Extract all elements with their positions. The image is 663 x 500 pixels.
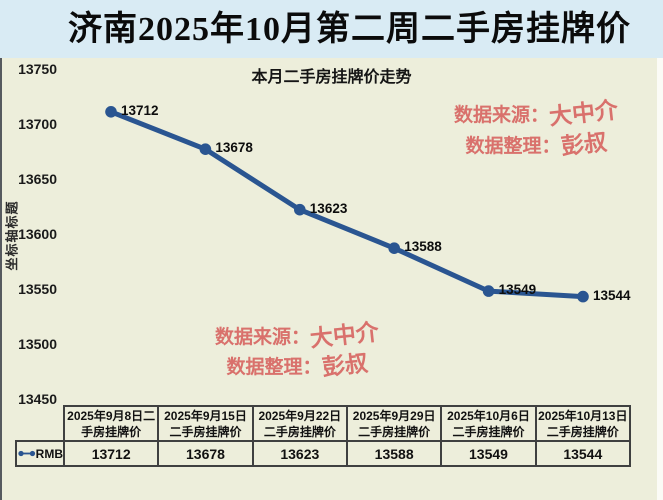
data-point-marker [482, 285, 495, 297]
watermark-editor-line: 数据整理：彭叔 [226, 350, 369, 381]
data-point-marker [294, 203, 306, 216]
line-series-legend-icon [18, 450, 36, 457]
data-point-label: 13712 [121, 102, 159, 118]
data-point-label: 13544 [593, 287, 631, 303]
data-point-label: 13588 [404, 239, 442, 255]
y-tick-label: 13650 [18, 171, 57, 187]
table-header-cell: 2025年9月22日二手房挂牌价 [251, 407, 346, 442]
table-value-cell: 13623 [251, 442, 346, 465]
table-header-cell: 2025年9月15日二手房挂牌价 [157, 407, 251, 442]
watermark-top-right: 数据来源：大中介 数据整理：彭叔 [430, 97, 642, 161]
right-margin-strip [657, 58, 663, 500]
data-table-value-row: RMB 13712 13678 13623 13588 13549 13544 [15, 440, 631, 467]
data-point-marker [105, 106, 117, 118]
data-point-label: 13678 [215, 140, 253, 156]
data-point-label: 13623 [309, 200, 348, 216]
watermark-source-line: 数据来源：大中介 [453, 97, 620, 130]
data-point-marker [199, 143, 212, 155]
table-header-cell: 2025年10月6日二手房挂牌价 [440, 407, 534, 442]
y-tick-label: 13550 [18, 281, 57, 297]
table-value-cell: 13588 [345, 442, 440, 465]
watermark-bottom-center: 数据来源：大中介 数据整理：彭叔 [191, 319, 403, 382]
table-header-cell: 2025年10月13日二手房挂牌价 [534, 407, 629, 442]
chart-title: 本月二手房挂牌价走势 [251, 69, 412, 86]
watermark-editor-line: 数据整理：彭叔 [465, 129, 608, 160]
table-value-cell: 13678 [157, 442, 251, 465]
table-value-cell: 13544 [534, 442, 629, 465]
table-value-cell: 13712 [91, 445, 131, 462]
data-point-marker [388, 242, 401, 254]
series-name-label: RMB [35, 446, 63, 461]
title-band: 济南2025年10月第二周二手房挂牌价 [0, 0, 663, 58]
data-point-label: 13549 [498, 282, 537, 298]
table-header-cell: 2025年9月29日二手房挂牌价 [345, 407, 440, 442]
data-table-header-row: 2025年9月8日二手房挂牌价 2025年9月15日二手房挂牌价 2025年9月22… [63, 405, 631, 442]
table-header-cell: 2025年9月8日二手房挂牌价 [67, 408, 156, 439]
y-tick-label: 13700 [18, 116, 57, 132]
data-point-marker [577, 290, 589, 303]
series-legend-cell: RMB [17, 442, 65, 465]
y-tick-label: 13500 [18, 336, 57, 352]
y-tick-label: 13600 [18, 226, 57, 242]
table-value-cell: 13549 [440, 442, 534, 465]
y-tick-label: 13450 [18, 391, 57, 407]
y-tick-label: 13750 [18, 61, 57, 77]
left-border-line [0, 0, 2, 500]
page-title: 济南2025年10月第二周二手房挂牌价 [68, 11, 631, 48]
watermark-source-line: 数据来源：大中介 [214, 319, 381, 352]
